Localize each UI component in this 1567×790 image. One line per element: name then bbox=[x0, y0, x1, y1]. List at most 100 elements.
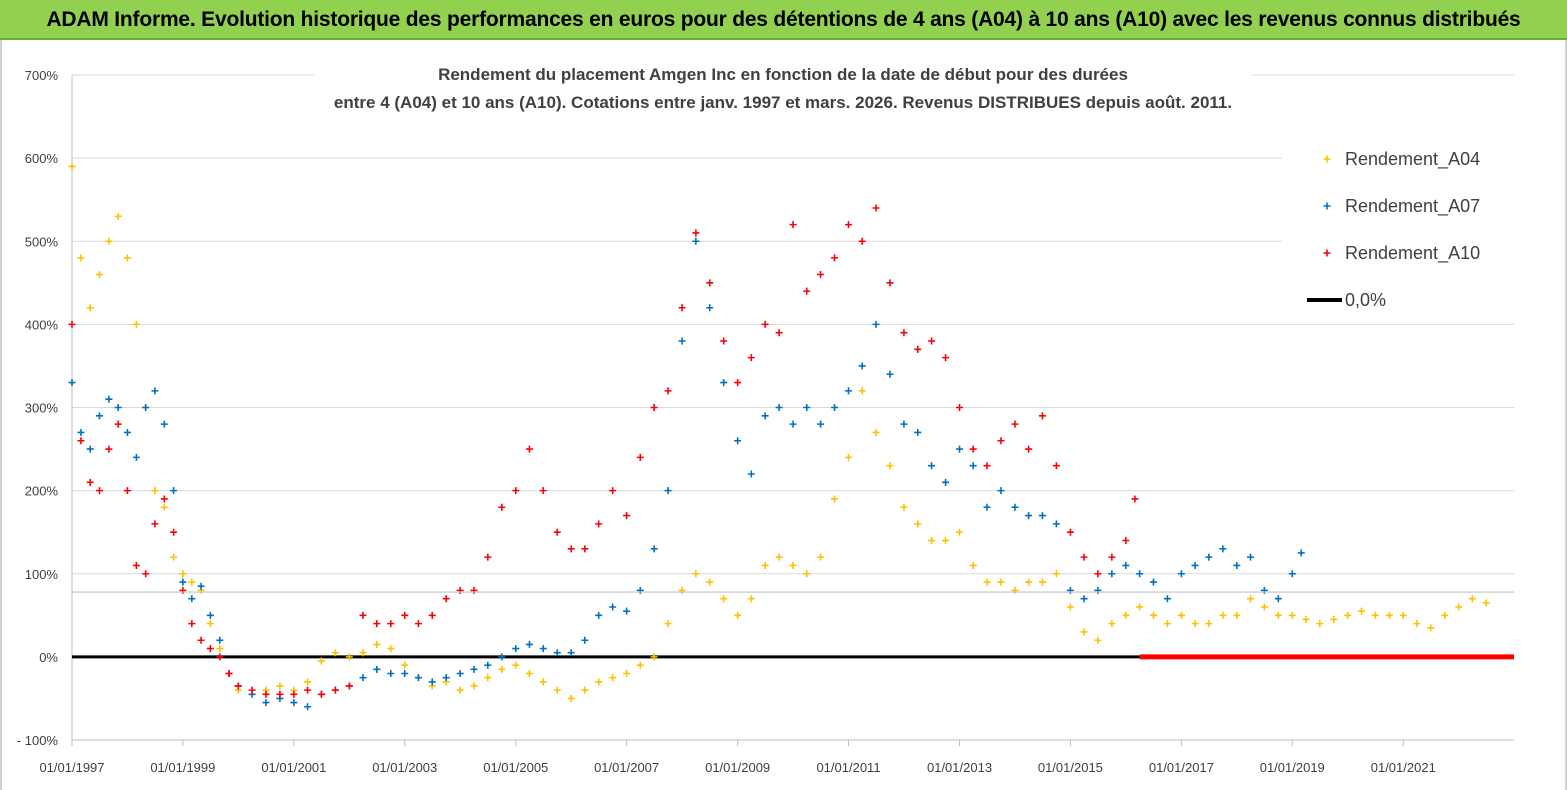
data-point bbox=[68, 320, 76, 328]
data-point bbox=[86, 304, 94, 312]
data-point bbox=[817, 553, 825, 561]
y-tick-label: 700% bbox=[25, 68, 59, 83]
data-point bbox=[886, 370, 894, 378]
y-tick-label: 500% bbox=[25, 234, 59, 249]
data-point bbox=[77, 428, 85, 436]
data-point bbox=[914, 428, 922, 436]
series-rendement-a10 bbox=[68, 204, 1139, 698]
data-point bbox=[1247, 553, 1255, 561]
legend-label: 0,0% bbox=[1345, 290, 1386, 310]
data-point bbox=[969, 462, 977, 470]
y-tick-label: 0% bbox=[39, 650, 58, 665]
legend-marker bbox=[1323, 249, 1331, 257]
data-point bbox=[1136, 570, 1144, 578]
data-point bbox=[359, 674, 367, 682]
data-point bbox=[539, 487, 547, 495]
data-point bbox=[142, 404, 150, 411]
series-rendement-a07 bbox=[68, 237, 1305, 711]
data-point bbox=[132, 453, 140, 461]
data-point bbox=[1108, 570, 1116, 578]
data-point bbox=[1219, 611, 1227, 619]
data-point bbox=[1413, 620, 1421, 628]
data-point bbox=[1122, 537, 1130, 544]
data-point bbox=[401, 611, 409, 619]
data-point bbox=[845, 387, 853, 395]
data-point bbox=[761, 320, 769, 328]
data-point bbox=[1205, 620, 1213, 628]
data-point bbox=[512, 645, 520, 653]
y-tick-label: - 100% bbox=[17, 733, 59, 748]
data-point bbox=[983, 503, 991, 511]
data-point bbox=[942, 354, 950, 362]
chart-title: Rendement du placement Amgen Inc en fonc… bbox=[314, 58, 1252, 122]
data-point bbox=[858, 362, 866, 370]
data-point bbox=[553, 686, 561, 694]
x-tick-label: 01/01/2013 bbox=[927, 760, 992, 775]
y-tick-label: 100% bbox=[25, 567, 59, 582]
data-point bbox=[525, 445, 533, 453]
data-point bbox=[1052, 462, 1060, 470]
data-point bbox=[775, 329, 783, 337]
data-point bbox=[1316, 620, 1324, 628]
x-tick-label: 01/01/2005 bbox=[483, 760, 548, 775]
data-point bbox=[664, 387, 672, 395]
data-point bbox=[706, 578, 714, 586]
data-point bbox=[928, 537, 936, 544]
legend: Rendement_A04 Rendement_A07 Rendement_A10 0… bbox=[1282, 132, 1514, 322]
data-point bbox=[1191, 620, 1199, 628]
data-point bbox=[95, 487, 103, 495]
data-point bbox=[262, 699, 270, 707]
data-point bbox=[581, 545, 589, 553]
data-point bbox=[803, 570, 811, 578]
data-point bbox=[650, 404, 658, 411]
data-point bbox=[359, 649, 367, 657]
data-point bbox=[387, 670, 395, 677]
data-point bbox=[942, 537, 950, 544]
data-point bbox=[1288, 570, 1296, 578]
data-point bbox=[188, 620, 196, 628]
data-point bbox=[248, 686, 256, 694]
data-point bbox=[123, 487, 131, 495]
y-tick-label: 400% bbox=[25, 317, 59, 332]
data-point bbox=[706, 279, 714, 287]
data-point bbox=[956, 445, 964, 453]
data-point bbox=[160, 503, 168, 511]
data-point bbox=[1260, 603, 1268, 611]
data-point bbox=[664, 620, 672, 628]
data-point bbox=[216, 636, 224, 644]
series-rendement-a04 bbox=[68, 162, 1490, 702]
data-point bbox=[747, 354, 755, 362]
data-point bbox=[969, 561, 977, 569]
data-point bbox=[872, 428, 880, 436]
data-point bbox=[1011, 420, 1019, 428]
data-point bbox=[1052, 520, 1060, 528]
data-point bbox=[442, 674, 450, 682]
x-tick-label: 01/01/2017 bbox=[1149, 760, 1214, 775]
data-point bbox=[1344, 611, 1352, 619]
data-point bbox=[775, 404, 783, 411]
data-point bbox=[595, 678, 603, 686]
data-point bbox=[188, 578, 196, 586]
data-point bbox=[734, 437, 742, 445]
data-point bbox=[1038, 512, 1046, 520]
data-point bbox=[1297, 549, 1305, 557]
data-point bbox=[234, 682, 242, 690]
y-tick-label: 200% bbox=[25, 484, 59, 499]
data-point bbox=[428, 611, 436, 619]
data-point bbox=[706, 304, 714, 312]
data-point bbox=[1191, 561, 1199, 569]
data-point bbox=[747, 470, 755, 478]
data-point bbox=[900, 420, 908, 428]
data-point bbox=[872, 320, 880, 328]
data-point bbox=[1288, 611, 1296, 619]
data-point bbox=[581, 686, 589, 694]
data-point bbox=[636, 661, 644, 669]
data-point bbox=[86, 478, 94, 486]
chart-frame: - 100% 0% 100% 200% 300% 400% 500% 600% 700% 01/0… bbox=[0, 40, 1567, 790]
data-point bbox=[553, 528, 561, 536]
data-point bbox=[553, 649, 561, 657]
data-point bbox=[414, 674, 422, 682]
data-point bbox=[1011, 503, 1019, 511]
data-point bbox=[678, 337, 686, 345]
banner-title: ADAM Informe. Evolution historique des p… bbox=[46, 8, 1521, 31]
